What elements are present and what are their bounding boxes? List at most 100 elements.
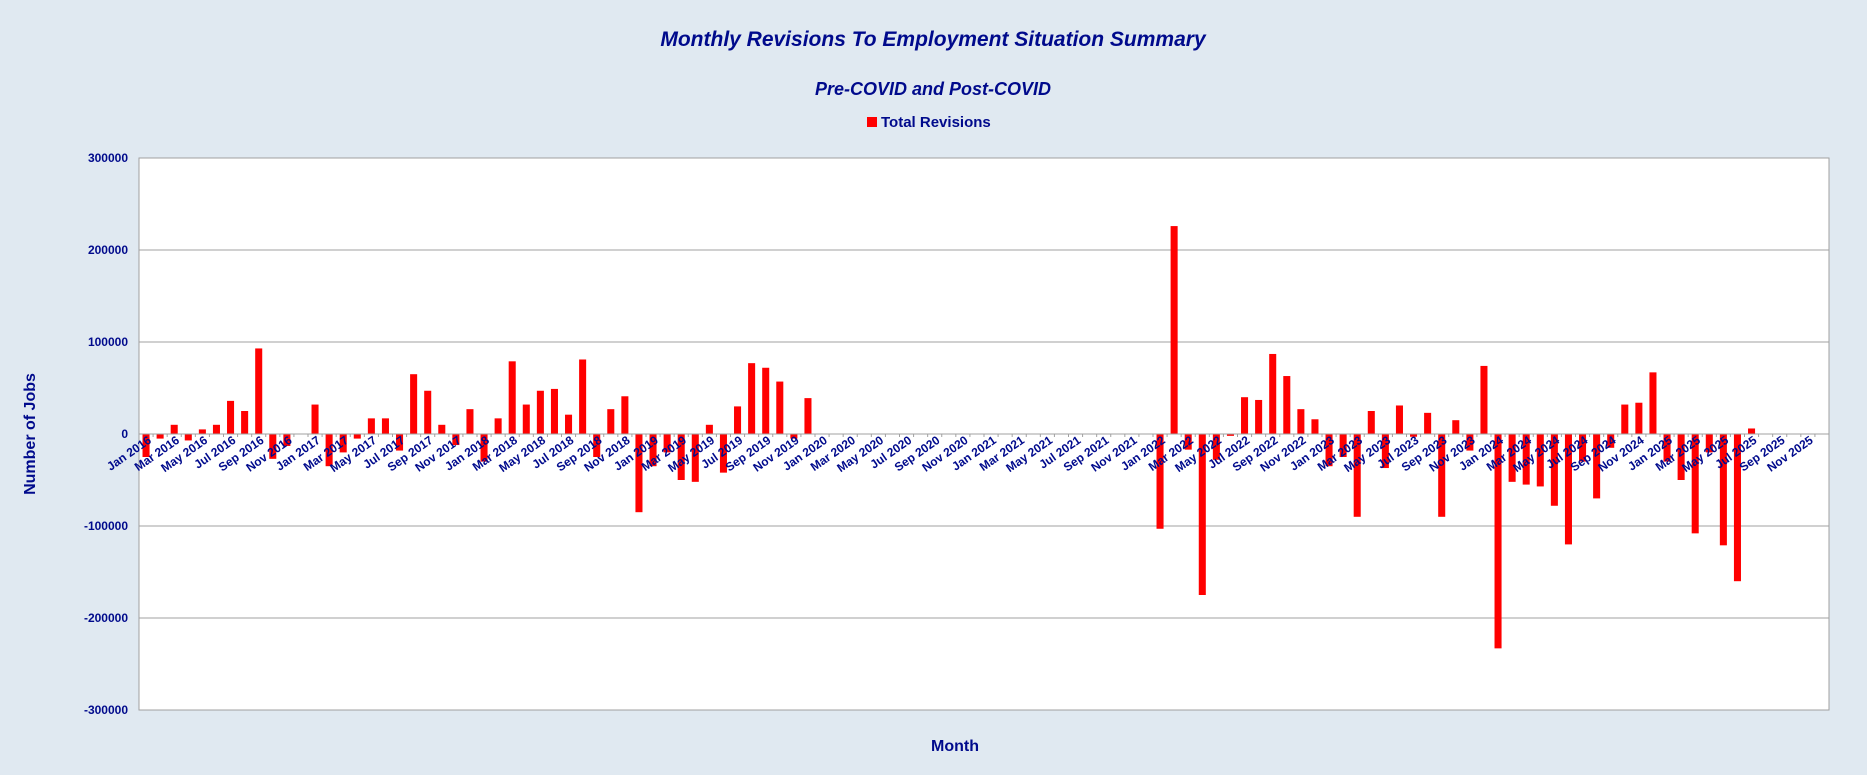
bar <box>156 434 164 439</box>
bar <box>748 363 756 434</box>
bar <box>705 424 713 434</box>
bar <box>677 434 685 480</box>
bar <box>410 374 418 434</box>
bar <box>1522 434 1530 485</box>
bar <box>396 434 404 451</box>
bar <box>1395 405 1403 434</box>
y-axis-ticks: 300000 200000 100000 0 -100000 -200000 -300000 <box>84 151 128 717</box>
bar <box>241 411 249 434</box>
bar <box>381 418 389 434</box>
y-tick-label: 200000 <box>88 243 128 257</box>
bar <box>1635 402 1643 434</box>
bar <box>1424 412 1432 434</box>
bar <box>184 434 192 441</box>
bar <box>1367 411 1375 434</box>
bar <box>1579 434 1587 462</box>
x-axis-label: Month <box>931 738 979 755</box>
bars <box>142 226 1756 649</box>
bar <box>494 418 502 434</box>
bar <box>1705 434 1713 453</box>
bar <box>1536 434 1544 487</box>
bar <box>762 367 770 434</box>
bar <box>255 348 263 434</box>
bar <box>607 409 615 434</box>
bar <box>198 429 206 434</box>
bar <box>1255 399 1263 434</box>
bar <box>1677 434 1685 480</box>
bar <box>719 434 727 473</box>
bar <box>649 434 657 467</box>
y-tick-label: -200000 <box>84 611 128 625</box>
bar <box>1353 434 1361 517</box>
bar <box>353 434 361 439</box>
bar <box>508 361 516 434</box>
bar <box>170 424 178 434</box>
bar <box>1325 434 1333 467</box>
bar <box>790 434 798 439</box>
bar <box>1156 434 1164 529</box>
bar <box>1649 372 1657 434</box>
bar <box>1170 226 1178 434</box>
bar <box>227 400 235 434</box>
legend-label: Total Revisions <box>881 114 991 131</box>
bar <box>579 359 587 434</box>
y-tick-label: -300000 <box>84 703 128 717</box>
bar <box>1311 419 1319 434</box>
bar <box>663 434 671 453</box>
bar <box>1550 434 1558 506</box>
bar <box>1663 434 1671 462</box>
bar <box>424 390 432 434</box>
bar <box>1466 434 1474 451</box>
legend-swatch <box>867 117 877 127</box>
bar <box>1691 434 1699 534</box>
bar <box>1438 434 1446 517</box>
bar <box>1593 434 1601 499</box>
bar <box>452 434 460 446</box>
bar <box>1494 434 1502 649</box>
bar <box>593 434 601 457</box>
bar <box>1283 376 1291 434</box>
bar <box>1198 434 1206 595</box>
bar <box>367 418 375 434</box>
bar <box>480 434 488 462</box>
bar <box>1241 397 1249 434</box>
y-tick-label: 100000 <box>88 335 128 349</box>
bar <box>1480 365 1488 434</box>
y-tick-label: 300000 <box>88 151 128 165</box>
bar <box>1339 434 1347 457</box>
bar <box>1269 353 1277 434</box>
chart-title: Monthly Revisions To Employment Situatio… <box>660 28 1207 51</box>
bar <box>283 434 291 446</box>
y-tick-label: -100000 <box>84 519 128 533</box>
bar <box>1212 434 1220 460</box>
bar <box>691 434 699 482</box>
bar <box>635 434 643 513</box>
bar <box>1452 420 1460 434</box>
bar <box>339 434 347 453</box>
bar <box>1621 404 1629 434</box>
bar <box>804 398 812 434</box>
bar <box>212 424 220 434</box>
bar <box>1410 434 1418 437</box>
bar <box>325 434 333 467</box>
chart-subtitle: Pre-COVID and Post-COVID <box>815 79 1051 99</box>
bar <box>734 406 742 434</box>
bar <box>522 404 530 434</box>
bar <box>550 388 558 434</box>
bar <box>311 404 319 434</box>
bar <box>1508 434 1516 482</box>
bar <box>565 414 573 434</box>
bar <box>1607 434 1615 448</box>
bar <box>621 396 629 434</box>
bar <box>1564 434 1572 545</box>
y-axis-label: Number of Jobs <box>22 373 39 495</box>
bar <box>1733 434 1741 582</box>
bar <box>466 409 474 434</box>
bar <box>536 390 544 434</box>
bar <box>1297 409 1305 434</box>
bar <box>776 381 784 434</box>
bar <box>1719 434 1727 546</box>
bar <box>1184 434 1192 450</box>
bar <box>1748 428 1756 434</box>
